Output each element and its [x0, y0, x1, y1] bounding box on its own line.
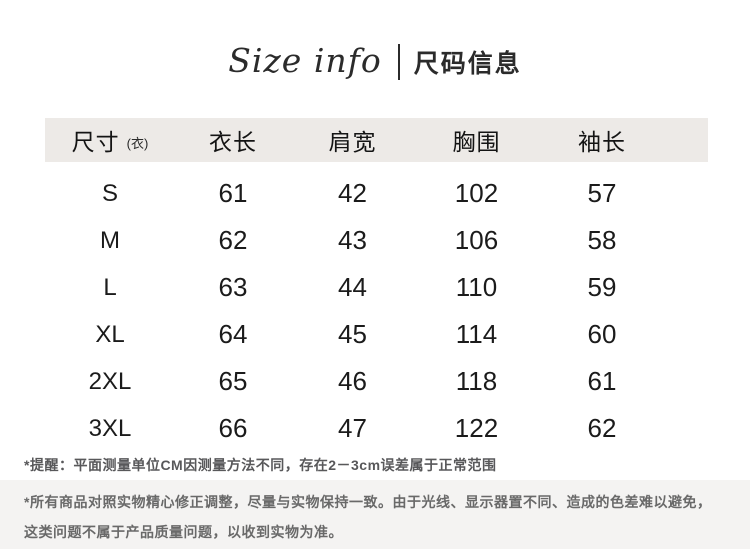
- value-cell: 66: [218, 413, 248, 443]
- value-cell: 63: [218, 272, 248, 302]
- page-header: Size info 尺码信息: [0, 40, 750, 84]
- table-row-s: S 61 42 102 57: [45, 170, 708, 217]
- size-cell: M: [100, 226, 120, 254]
- color-disclaimer-line2: 这类问题不属于产品质量问题，以收到实物为准。: [24, 524, 343, 540]
- value-cell: 58: [587, 225, 617, 255]
- table-header-row: 尺寸 (衣) 衣长 肩宽 胸围 袖长: [45, 118, 708, 162]
- title-english-script: Size info: [228, 40, 382, 80]
- value-cell: 57: [587, 178, 617, 208]
- value-cell: 61: [587, 366, 617, 396]
- measurement-disclaimer: *提醒：平面测量单位CM因测量方法不同，存在2－3cm误差属于正常范围: [24, 457, 497, 473]
- table-body: S 61 42 102 57 M 62 43 106 58 L 63 44 11…: [45, 162, 708, 452]
- value-cell: 62: [218, 225, 248, 255]
- value-cell: 64: [218, 319, 248, 349]
- color-disclaimer-line1: *所有商品对照实物精心修正调整，尽量与实物保持一致。由于光线、显示器置不同、造成…: [24, 494, 712, 510]
- size-cell: S: [101, 179, 118, 207]
- value-cell: 114: [455, 319, 498, 349]
- value-cell: 106: [454, 225, 499, 255]
- table-row-xl: XL 64 45 114 60: [45, 311, 708, 358]
- value-cell: 42: [338, 178, 367, 208]
- value-cell: 44: [338, 272, 367, 302]
- value-cell: 45: [338, 319, 367, 349]
- size-cell: XL: [95, 320, 125, 348]
- table-row-l: L 63 44 110 59: [45, 264, 708, 311]
- column-header-size: 尺寸 (衣): [45, 123, 175, 157]
- value-cell: 65: [218, 366, 248, 396]
- value-cell: 60: [587, 319, 617, 349]
- table-row-2xl: 2XL 65 46 118 61: [45, 358, 708, 405]
- value-cell: 59: [587, 272, 617, 302]
- title-chinese: 尺码信息: [413, 50, 522, 78]
- size-cell: 2XL: [88, 367, 132, 395]
- value-cell: 47: [338, 413, 367, 443]
- value-cell: 110: [455, 272, 498, 302]
- column-header-sleeve-length: 袖长: [578, 129, 626, 155]
- value-cell: 62: [587, 413, 617, 443]
- size-cell: L: [103, 273, 117, 301]
- title-divider-line: [397, 44, 400, 80]
- column-header-shoulder-width: 肩宽: [328, 129, 377, 155]
- value-cell: 118: [455, 366, 498, 396]
- color-disclaimer-band: *所有商品对照实物精心修正调整，尽量与实物保持一致。由于光线、显示器置不同、造成…: [0, 480, 750, 549]
- table-row-m: M 62 43 106 58: [45, 217, 708, 264]
- value-cell: 46: [338, 366, 367, 396]
- size-table: 尺寸 (衣) 衣长 肩宽 胸围 袖长 S 61 42 102 57 M 62 4…: [45, 118, 708, 452]
- column-header-size-label: 尺寸: [71, 129, 120, 155]
- value-cell: 61: [218, 178, 248, 208]
- column-header-bust: 胸围: [452, 129, 501, 155]
- column-header-garment-length: 衣长: [209, 129, 257, 155]
- value-cell: 43: [338, 225, 367, 255]
- column-header-size-note: (衣): [126, 135, 149, 151]
- size-cell: 3XL: [88, 414, 132, 442]
- value-cell: 122: [454, 413, 499, 443]
- table-row-3xl: 3XL 66 47 122 62: [45, 405, 708, 452]
- value-cell: 102: [454, 178, 499, 208]
